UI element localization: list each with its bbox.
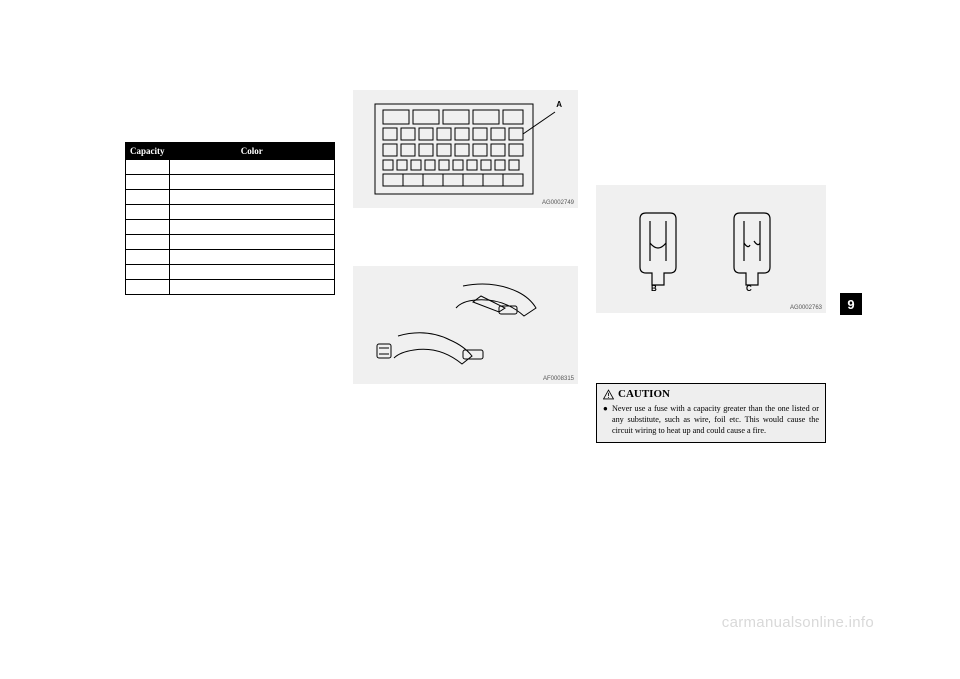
column-2: A AG0002749 AF0008315 (353, 90, 578, 580)
caution-text: Never use a fuse with a capacity greater… (612, 403, 819, 436)
fuse-compare-diagram (596, 185, 826, 313)
callout-label-c: C (746, 284, 752, 293)
caution-heading-row: CAUTION (603, 388, 819, 400)
figure-fuse-good-bad: B C AG0002763 (596, 185, 826, 313)
bullet-icon: ● (603, 403, 608, 436)
warning-icon (603, 389, 614, 400)
table-row (126, 220, 335, 235)
table-row (126, 175, 335, 190)
figure-code: AG0002749 (542, 200, 574, 206)
table-row (126, 250, 335, 265)
table-row (126, 265, 335, 280)
table-row (126, 280, 335, 295)
manual-page: Capacity Color (125, 90, 840, 580)
table-row (126, 235, 335, 250)
caution-body: ● Never use a fuse with a capacity great… (603, 403, 819, 436)
fusebox-diagram (353, 90, 578, 208)
table-header-row: Capacity Color (126, 143, 335, 160)
figure-code: AF0008315 (543, 376, 574, 382)
fuse-puller-diagram (353, 266, 578, 384)
column-1: Capacity Color (125, 90, 335, 580)
capacity-color-table: Capacity Color (125, 142, 335, 295)
figure-code: AG0002763 (790, 305, 822, 311)
section-number: 9 (847, 297, 854, 312)
figure-fusebox: A AG0002749 (353, 90, 578, 208)
header-color: Color (169, 143, 335, 160)
section-tab: 9 (840, 293, 862, 315)
table-row (126, 160, 335, 175)
callout-label-b: B (651, 284, 657, 293)
caution-box: CAUTION ● Never use a fuse with a capaci… (596, 383, 826, 443)
figure-fuse-puller: AF0008315 (353, 266, 578, 384)
watermark: carmanualsonline.info (722, 614, 874, 631)
table-row (126, 190, 335, 205)
callout-label-a: A (556, 100, 562, 109)
header-capacity: Capacity (126, 143, 170, 160)
caution-heading: CAUTION (618, 388, 670, 400)
table-row (126, 205, 335, 220)
column-3: B C AG0002763 CAUTION ● Never use a fuse… (596, 90, 826, 580)
